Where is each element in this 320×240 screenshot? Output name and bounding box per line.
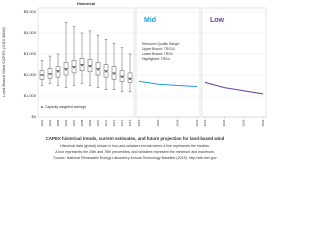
x-tick-label: 2009 (88, 119, 92, 126)
average-dot (41, 74, 43, 76)
x-tick-label: 2020 (156, 119, 160, 126)
annotation: Resource Quality Range: (142, 42, 180, 46)
caption-line: Source: National Renewable Energy Labora… (53, 156, 216, 160)
panel-title: Historical (77, 1, 95, 6)
legend-label: Capacity-weighted average (45, 105, 86, 109)
chart: Land-Based Wind CAPEX (2015 $/kW) CAPEX … (1, 1, 267, 160)
annotation: Lower Bound: TRG1 (142, 52, 173, 56)
caption-title: CAPEX historical trends, current estimat… (46, 136, 225, 141)
panel-title: Low (210, 17, 225, 24)
panel-title: Mid (144, 17, 156, 24)
average-dot (65, 69, 67, 71)
annotation: Upper Bound: TRG10 (142, 47, 175, 51)
x-tick-label: 2010 (96, 119, 100, 126)
x-tick-label: 2025 (175, 119, 179, 126)
panel (201, 7, 267, 118)
line (138, 80, 198, 88)
panel (135, 7, 201, 118)
average-dot (89, 65, 91, 68)
x-tick-label: 2003 (40, 119, 44, 126)
page: {"chart_data":[ {"type":"box","title":"H… (1, 1, 267, 160)
average-dot (49, 73, 51, 75)
legend-dot (41, 106, 43, 108)
x-tick-label: 2004 (48, 119, 52, 126)
y-tick-label: $5,000 (24, 9, 37, 14)
x-tick-label: 2015 (137, 119, 141, 126)
panel (37, 7, 135, 118)
y-axis-label: Land-Based Wind CAPEX (2015 $/kW) (1, 27, 6, 97)
x-tick-label: 2012 (112, 119, 116, 126)
average-dot (81, 64, 83, 67)
x-tick-label: 2008 (80, 119, 84, 126)
average-dot (129, 78, 131, 80)
y-tick-label: $3,000 (24, 51, 37, 56)
line (204, 81, 264, 95)
average-dot (121, 76, 123, 78)
annotation: Highlighted: TRG4 (142, 57, 170, 61)
y-tick-label: $4,000 (24, 30, 37, 35)
x-tick-label: 2030 (261, 119, 265, 126)
average-dot (73, 66, 75, 69)
y-tick-label: $2,000 (24, 72, 37, 77)
x-tick-label: 2020 (222, 119, 226, 126)
x-tick-label: 2014 (128, 119, 132, 126)
average-dot (57, 71, 59, 73)
caption-line: A box represents the 25th and 75th perce… (55, 150, 215, 154)
x-tick-label: 2025 (241, 119, 245, 126)
x-tick-label: 2013 (120, 119, 124, 126)
average-dot (113, 73, 115, 75)
average-dot (97, 69, 99, 71)
x-tick-label: 2007 (72, 119, 76, 126)
x-tick-label: 2011 (104, 119, 108, 126)
average-dot (105, 71, 107, 73)
x-tick-label: 2015 (203, 119, 207, 126)
y-tick-label: $0 (32, 114, 37, 119)
y-tick-label: $1,000 (24, 93, 37, 98)
x-tick-label: 2006 (64, 119, 68, 126)
box (127, 72, 133, 83)
caption-line: Historical data (global) shown in box-an… (60, 144, 209, 148)
x-tick-label: 2005 (56, 119, 60, 126)
x-tick-label: 2030 (195, 119, 199, 126)
